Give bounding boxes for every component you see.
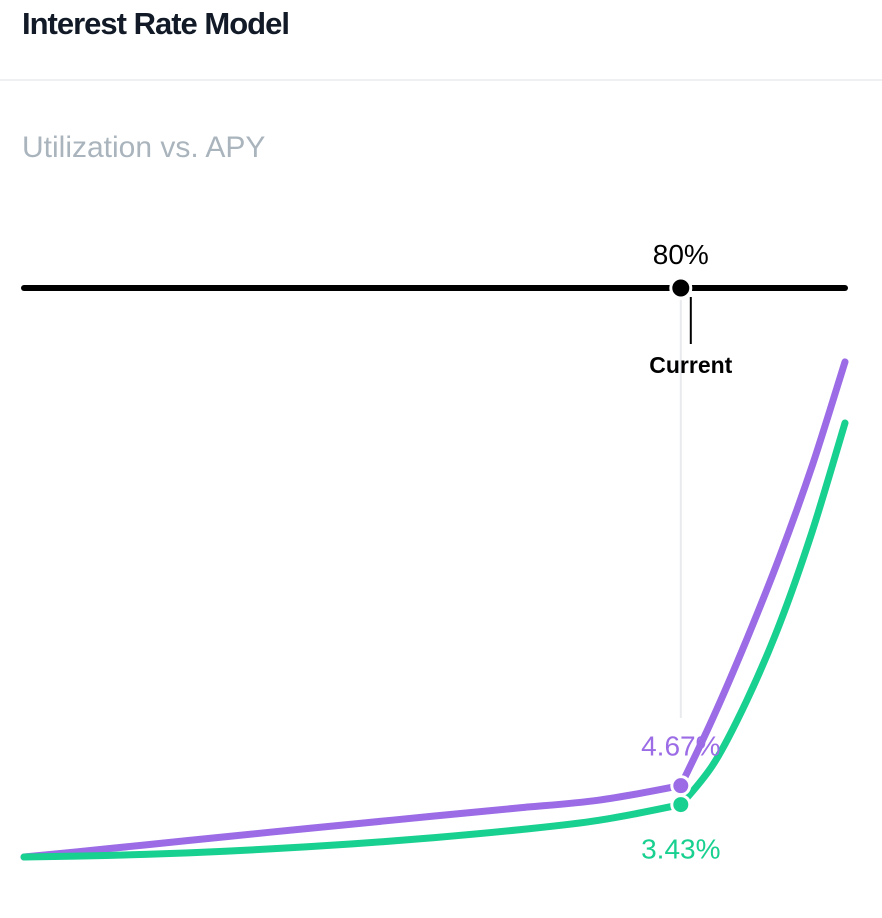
series-line-1 <box>20 419 849 861</box>
current-marker-label: Current <box>649 352 732 378</box>
series-current-point-1 <box>670 794 692 816</box>
page-title: Interest Rate Model <box>22 6 290 41</box>
header: Interest Rate Model <box>0 0 882 81</box>
series-layer: 4.67% 3.43% <box>20 358 849 865</box>
current-utilization-label: 80% <box>653 239 709 270</box>
series-current-label-0: 4.67% <box>641 731 720 762</box>
series-current-label-1: 3.43% <box>641 834 720 865</box>
series-line-0 <box>20 358 849 861</box>
utilization-slider-handle[interactable] <box>669 276 693 300</box>
chart-title: Utilization vs. APY <box>22 131 266 164</box>
series-current-point-0 <box>670 775 692 797</box>
